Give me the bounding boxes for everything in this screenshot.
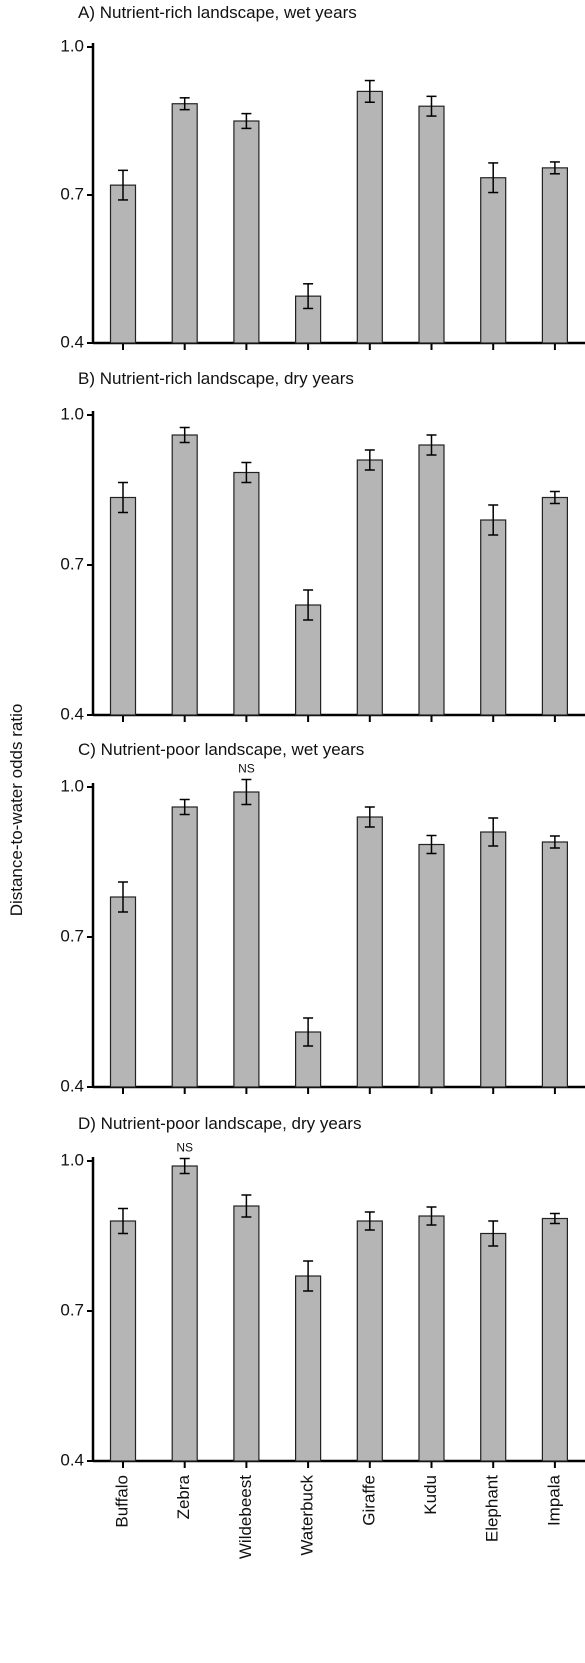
panel-title: D) Nutrient-poor landscape, dry years: [78, 1114, 361, 1133]
bar: [418, 444, 445, 716]
bar: [171, 1165, 198, 1462]
bar: [541, 841, 569, 1088]
bar: [109, 896, 137, 1088]
bar: [480, 831, 507, 1088]
bar: [171, 103, 198, 344]
bar: [109, 1220, 137, 1462]
y-tick-label: 0.7: [60, 1300, 84, 1319]
y-tick-label: 0.4: [60, 1076, 84, 1095]
bar: [109, 184, 137, 344]
bar: [171, 434, 198, 716]
x-tick-label: Zebra: [174, 1474, 193, 1519]
bar: [356, 90, 383, 344]
bar: [541, 1217, 569, 1462]
panel-title: B) Nutrient-rich landscape, dry years: [78, 369, 354, 388]
bar: [418, 105, 445, 344]
x-tick-label: Impala: [544, 1474, 563, 1526]
bar: [418, 1215, 445, 1462]
x-tick-label: Buffalo: [112, 1475, 131, 1528]
bar: [233, 1205, 260, 1462]
bar: [356, 1220, 383, 1462]
y-tick-label: 0.4: [60, 1450, 84, 1469]
y-tick-label: 0.7: [60, 184, 84, 203]
x-tick-label: Elephant: [483, 1475, 502, 1542]
y-tick-label: 1.0: [60, 776, 84, 795]
annotation: NS: [238, 762, 255, 776]
y-tick-label: 0.4: [60, 704, 84, 723]
bar: [541, 167, 569, 344]
x-tick-label: Kudu: [421, 1475, 440, 1515]
panel-title: C) Nutrient-poor landscape, wet years: [78, 740, 364, 759]
x-tick-label: Giraffe: [359, 1475, 378, 1526]
bar: [295, 1275, 322, 1462]
bar: [295, 604, 322, 716]
bar: [418, 843, 445, 1088]
annotation: NS: [176, 1141, 193, 1155]
x-tick-label: Wildebeest: [236, 1475, 255, 1559]
bar: [480, 177, 507, 344]
bar: [233, 120, 260, 344]
bar: [356, 816, 383, 1088]
bar: [356, 459, 383, 716]
bar: [480, 1232, 507, 1462]
y-tick-label: 1.0: [60, 36, 84, 55]
x-tick-label: Waterbuck: [298, 1475, 317, 1556]
y-tick-label: 0.7: [60, 554, 84, 573]
y-axis-label: Distance-to-water odds ratio: [7, 704, 26, 917]
y-tick-label: 1.0: [60, 1150, 84, 1169]
panel-title: A) Nutrient-rich landscape, wet years: [78, 3, 357, 22]
y-tick-label: 1.0: [60, 404, 84, 423]
bar: [171, 806, 198, 1088]
bar: [480, 519, 507, 716]
bar: [233, 471, 260, 716]
bar: [109, 496, 137, 716]
y-tick-label: 0.4: [60, 332, 84, 351]
y-tick-label: 0.7: [60, 926, 84, 945]
bar: [541, 496, 569, 716]
bar: [233, 791, 260, 1088]
